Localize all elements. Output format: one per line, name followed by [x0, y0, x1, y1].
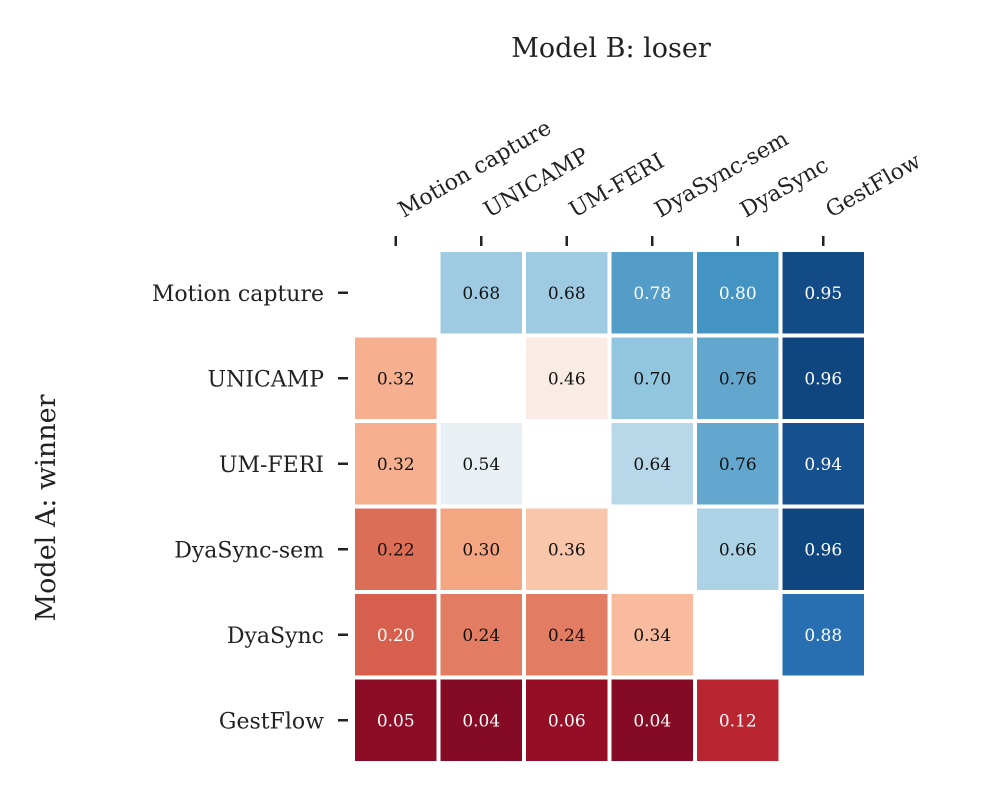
cell-value-label: 0.24 [462, 626, 500, 646]
cell-value-label: 0.54 [462, 455, 500, 475]
heatmap-cell [782, 594, 864, 676]
heatmap-cell [355, 508, 437, 590]
heatmap-cell [611, 423, 693, 505]
cell-value-label: 0.04 [633, 711, 671, 731]
cell-value-label: 0.78 [633, 284, 671, 304]
heatmap-cells: 0.68 0.68 0.78 0.80 0.95 0.32 0.46 0.70 0.76 0.96… [355, 252, 864, 761]
heatmap-cell [611, 337, 693, 419]
heatmap-cell [526, 337, 608, 419]
cell-value-label: 0.76 [719, 369, 757, 389]
y-tick-label: GestFlow [219, 709, 324, 734]
heatmap-cell [782, 252, 864, 334]
heatmap-cell [782, 337, 864, 419]
y-axis-ticks: Motion capture UNICAMP UM-FERI DyaSync-sem D… [152, 282, 348, 734]
cell-value-label: 0.76 [719, 455, 757, 475]
cell-value-label: 0.32 [377, 455, 415, 475]
heatmap-cell [355, 679, 437, 761]
cell-value-label: 0.34 [633, 626, 671, 646]
heatmap-cell [611, 594, 693, 676]
heatmap-cell [697, 679, 779, 761]
heatmap-cell [526, 508, 608, 590]
cell-value-label: 0.68 [462, 284, 500, 304]
cell-value-label: 0.24 [548, 626, 586, 646]
cell-value-label: 0.32 [377, 369, 415, 389]
cell-value-label: 0.22 [377, 540, 415, 560]
cell-value-label: 0.66 [719, 540, 757, 560]
heatmap-cell [440, 679, 522, 761]
heatmap-cell [611, 679, 693, 761]
y-tick-label: UM-FERI [219, 453, 324, 478]
cell-value-label: 0.12 [719, 711, 757, 731]
cell-value-label: 0.80 [719, 284, 757, 304]
y-tick-label: DyaSync [227, 624, 324, 649]
chart-title: Model B: loser [511, 33, 711, 64]
x-tick-label: Motion capture [394, 115, 556, 223]
cell-value-label: 0.68 [548, 284, 586, 304]
heatmap-cell [440, 508, 522, 590]
y-tick-label: DyaSync-sem [174, 538, 324, 563]
cell-value-label: 0.36 [548, 540, 586, 560]
cell-value-label: 0.05 [377, 711, 415, 731]
heatmap-cell [782, 423, 864, 505]
cell-value-label: 0.94 [804, 455, 842, 475]
heatmap-cell [355, 594, 437, 676]
cell-value-label: 0.06 [548, 711, 586, 731]
heatmap-cell [440, 594, 522, 676]
cell-value-label: 0.95 [804, 284, 842, 304]
cell-value-label: 0.46 [548, 369, 586, 389]
cell-value-label: 0.70 [633, 369, 671, 389]
cell-value-label: 0.20 [377, 626, 415, 646]
heatmap-cell [697, 252, 779, 334]
cell-value-label: 0.88 [804, 626, 842, 646]
heatmap-cell [526, 679, 608, 761]
heatmap-cell [611, 252, 693, 334]
heatmap-cell [697, 508, 779, 590]
cell-value-label: 0.64 [633, 455, 671, 475]
y-tick-label: Motion capture [152, 282, 324, 307]
heatmap-cell [355, 337, 437, 419]
cell-value-label: 0.96 [804, 540, 842, 560]
cell-value-label: 0.30 [462, 540, 500, 560]
heatmap-cell [355, 423, 437, 505]
heatmap-cell [526, 252, 608, 334]
heatmap-cell [440, 252, 522, 334]
heatmap-cell [782, 508, 864, 590]
heatmap-cell [697, 337, 779, 419]
cell-value-label: 0.96 [804, 369, 842, 389]
heatmap-cell [526, 594, 608, 676]
x-tick-label: GestFlow [822, 149, 926, 223]
heatmap-cell [697, 423, 779, 505]
y-tick-label: UNICAMP [207, 367, 324, 392]
cell-value-label: 0.04 [462, 711, 500, 731]
heatmap-cell [440, 423, 522, 505]
y-axis-label: Model A: winner [31, 394, 62, 621]
x-axis-ticks: Motion captureUNICAMPUM-FERIDyaSync-semD… [394, 115, 925, 246]
